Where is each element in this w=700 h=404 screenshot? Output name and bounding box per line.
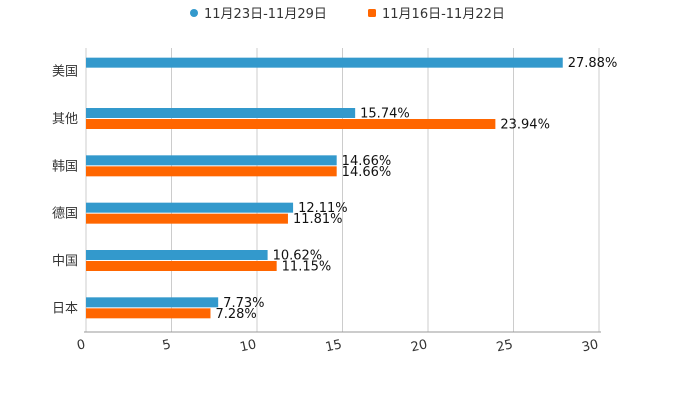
category-label-6: 日本 <box>52 301 78 316</box>
bar-s1-5[interactable] <box>86 250 268 260</box>
category-label-2: 其他 <box>52 112 78 127</box>
x-tick-label-10: 10 <box>239 337 258 355</box>
legend: 11月23日-11月29日 11月16日-11月22日 <box>190 7 505 22</box>
bar-s1-4[interactable] <box>86 202 294 213</box>
x-tick-label-30: 30 <box>581 337 600 355</box>
x-axis: 0 5 10 15 20 25 30 <box>76 331 601 355</box>
bar-s2-3[interactable] <box>86 166 337 177</box>
data-label-s1-3: 14.66% <box>342 154 392 169</box>
bar-s1-1[interactable] <box>86 57 563 68</box>
category-label-4: 德国 <box>52 207 78 222</box>
legend-marker-2 <box>368 9 376 17</box>
bar-s2-6[interactable] <box>86 308 211 319</box>
bar-s2-5[interactable] <box>86 261 277 271</box>
x-tick-label-0: 0 <box>76 337 87 353</box>
bar-s2-4[interactable] <box>86 213 288 224</box>
bar-s1-6[interactable] <box>86 297 219 308</box>
legend-label-1[interactable]: 11月23日-11月29日 <box>204 7 327 22</box>
category-label-3: 韩国 <box>52 159 78 174</box>
x-tick-label-25: 25 <box>495 337 514 355</box>
x-tick-label-5: 5 <box>161 337 172 353</box>
bar-s1-3[interactable] <box>86 155 337 166</box>
gridlines <box>85 48 600 332</box>
legend-label-2[interactable]: 11月16日-11月22日 <box>382 7 505 22</box>
data-labels: 27.88% 15.74% 23.94% 14.66%14.66% 12.11%11.8… <box>215 56 617 322</box>
x-tick-label-15: 15 <box>324 337 343 355</box>
category-label-5: 中国 <box>52 254 78 269</box>
bar-s1-2[interactable] <box>86 108 356 118</box>
data-label-s2-3: 14.66% <box>342 165 392 180</box>
data-label-s2-2: 23.94% <box>500 118 550 133</box>
data-label-s2-6: 7.28% <box>215 307 256 322</box>
category-label-1: 美国 <box>52 65 78 80</box>
data-label-s2-5: 11.15% <box>282 260 332 275</box>
bars <box>86 57 563 319</box>
data-label-s1-1: 27.88% <box>568 56 618 71</box>
legend-marker-1 <box>190 9 198 17</box>
data-label-s2-4: 11.81% <box>293 212 343 227</box>
data-label-s1-2: 15.74% <box>360 107 410 122</box>
data-label-s1-6: 7.73% <box>223 296 264 311</box>
data-label-s1-4: 12.11% <box>298 201 348 216</box>
x-tick-label-20: 20 <box>410 337 429 355</box>
bar-s2-2[interactable] <box>86 119 496 129</box>
data-label-s1-5: 10.62% <box>273 249 323 264</box>
